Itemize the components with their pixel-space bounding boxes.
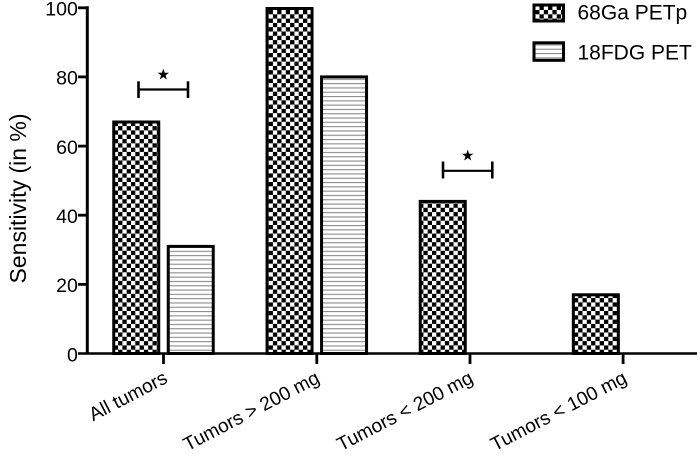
svg-text:Tumors < 200 mg: Tumors < 200 mg [334,368,477,456]
svg-text:Tumors < 100 mg: Tumors < 100 mg [487,368,630,456]
svg-text:18FDG PET: 18FDG PET [578,42,693,65]
svg-text:0: 0 [67,344,78,366]
svg-text:20: 20 [56,275,78,297]
svg-text:40: 40 [56,206,78,228]
svg-text:Sensitivity (in %): Sensitivity (in %) [5,114,31,284]
svg-text:100: 100 [45,0,78,21]
svg-text:60: 60 [56,137,78,159]
svg-text:Tumors > 200 mg: Tumors > 200 mg [180,368,323,456]
svg-text:All tumors: All tumors [86,368,171,426]
svg-text:68Ga PETp: 68Ga PETp [578,2,688,25]
svg-text:80: 80 [56,68,78,90]
